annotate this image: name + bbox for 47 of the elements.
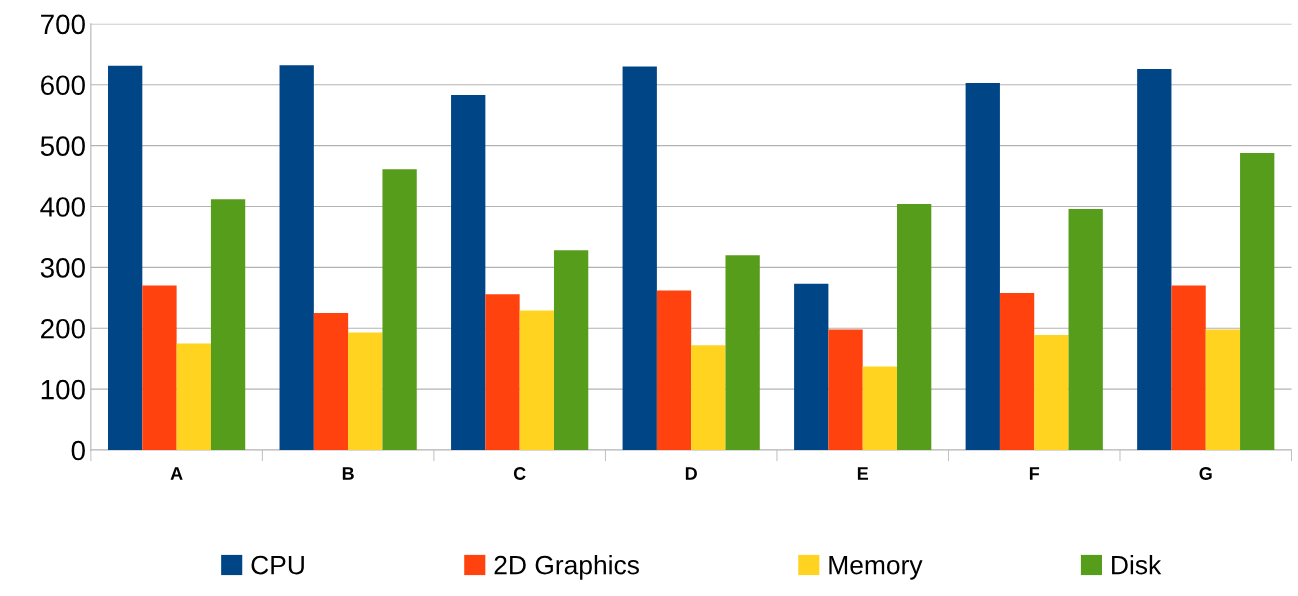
bar [1034,334,1069,450]
bar [1240,152,1275,450]
y-tick-label: 500 [40,136,85,156]
x-tick-label: E [857,467,869,480]
x-tick-label: B [342,467,354,480]
bar [794,283,829,450]
bar [965,82,1000,450]
legend-label: 2D Graphics [494,555,639,580]
bar [382,169,417,450]
bar [691,345,726,450]
x-tick-label: G [1199,467,1212,480]
bar [519,310,554,450]
bar [1205,329,1241,450]
y-tick-label: 0 [71,440,85,461]
bar [313,313,349,450]
bar [862,366,898,450]
bar [553,250,589,450]
y-tick-label: 200 [41,318,85,339]
bar [622,66,657,450]
bar [897,204,932,450]
bar [451,95,486,450]
bar [999,292,1035,450]
y-tick-label: 300 [40,258,85,278]
x-tick-label: A [170,467,183,480]
legend-label: Disk [1112,555,1162,575]
bar [1171,285,1206,450]
x-tick-label: C [513,467,526,480]
bar [656,290,692,450]
y-tick-label: 700 [41,14,85,35]
bar [108,65,143,450]
x-tick-label: D [685,467,697,480]
bar [485,294,520,450]
bar [176,343,211,450]
bar [1068,208,1103,450]
bar [279,65,314,450]
bar [725,255,760,450]
bar [210,199,246,450]
bar [142,285,177,450]
y-tick-label: 600 [41,75,85,96]
x-tick-label: F [1029,467,1040,480]
bar [1137,68,1172,450]
legend-label: CPU [251,555,304,575]
bar [348,332,383,450]
legend-label: Memory [829,556,923,580]
y-tick-label: 400 [40,197,85,217]
y-tick-label: 100 [41,379,85,400]
bar [828,329,863,450]
